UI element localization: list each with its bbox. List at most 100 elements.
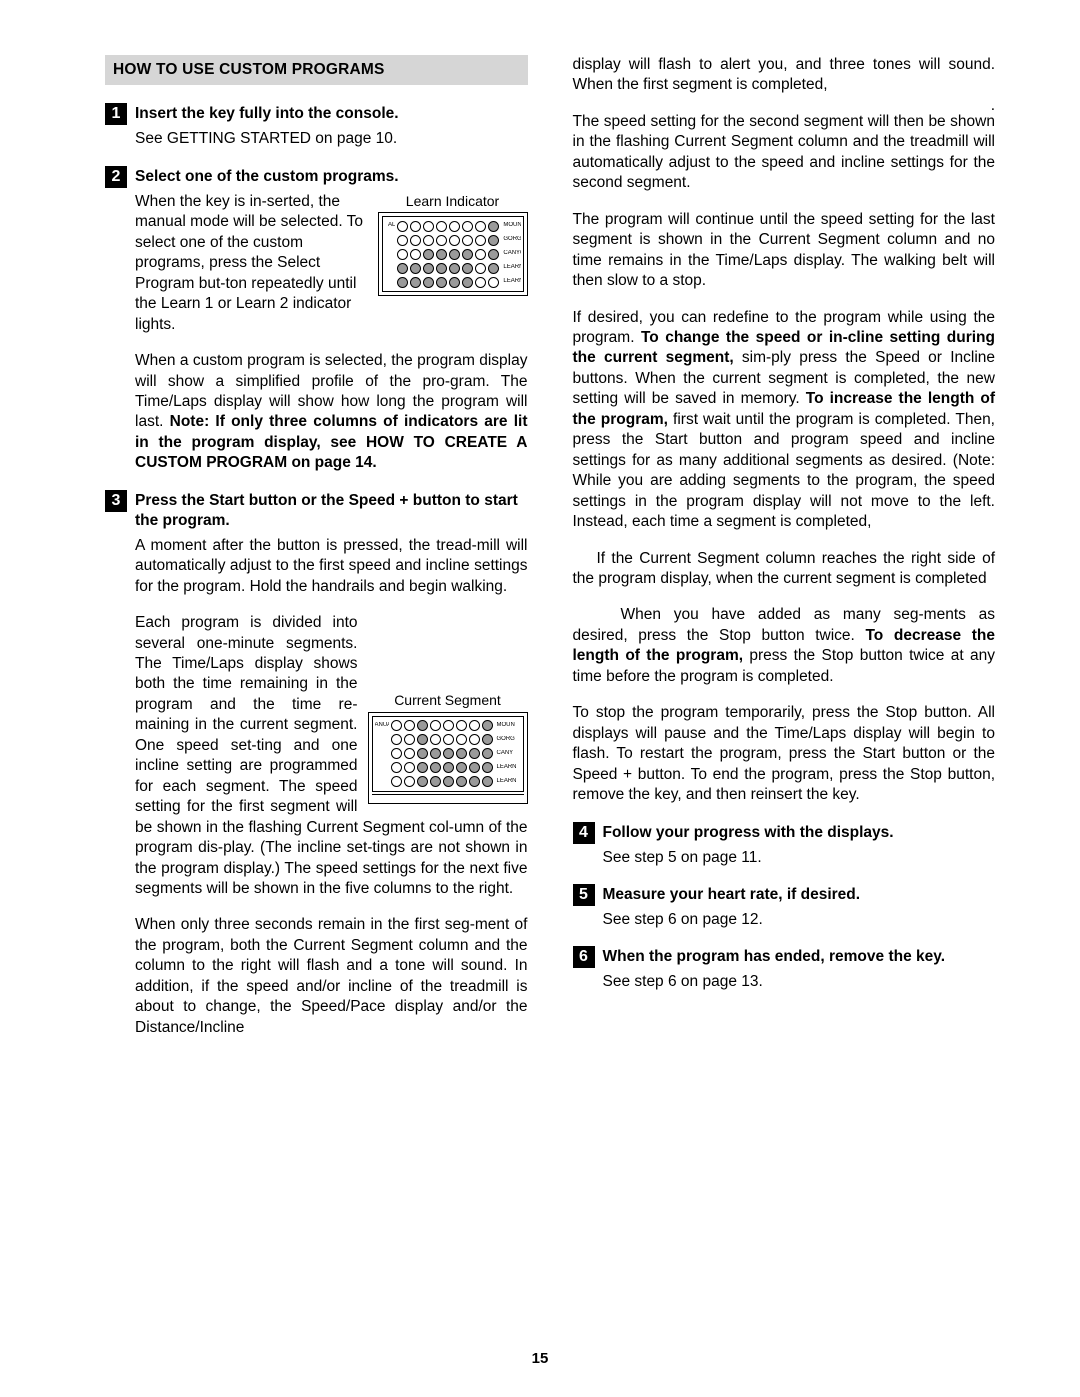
two-column-layout: HOW TO USE CUSTOM PROGRAMS 1 Insert the … <box>105 55 995 1310</box>
led-grid-1: ALMOUNTAIGORGE TR CANYON R LEARN 1 LEARN 2 <box>382 216 524 292</box>
led-row-label-right: CANYON R <box>501 250 520 258</box>
led-dot <box>410 221 421 232</box>
step-4-header: 4 Follow your progress with the displays… <box>573 822 996 844</box>
led-row: CANY <box>375 747 521 761</box>
step-6-title: When the program has ended, remove the k… <box>603 946 946 967</box>
led-dot <box>430 762 441 773</box>
step-number-box: 3 <box>105 490 127 512</box>
step-2-para-a: When the key is in-serted, the manual mo… <box>135 193 363 333</box>
led-dot <box>397 263 408 274</box>
led-row-label-left: ANUAL <box>375 722 389 730</box>
step-4-body: See step 5 on page 11. <box>603 848 996 868</box>
led-dot <box>410 263 421 274</box>
led-dot <box>456 776 467 787</box>
led-dot <box>391 748 402 759</box>
step-1-title: Insert the key fully into the console. <box>135 103 399 124</box>
led-dot <box>423 235 434 246</box>
led-dot <box>436 249 447 260</box>
step-6-body: See step 6 on page 13. <box>603 972 996 992</box>
led-grid-2: ANUAL MOUN GORG CANY LEARN LEARN <box>372 716 524 792</box>
led-dot <box>443 776 454 787</box>
right-column: display will flash to alert you, and thr… <box>573 55 996 1310</box>
led-dot <box>423 221 434 232</box>
step-2-body-with-figure: Learn Indicator ALMOUNTAIGORGE TRCANYON … <box>135 192 528 335</box>
led-dot <box>462 263 473 274</box>
led-dot <box>449 235 460 246</box>
led-row-label-right: LEARN <box>495 764 519 772</box>
step-1-header: 1 Insert the key fully into the console. <box>105 103 528 125</box>
led-dot <box>488 235 499 246</box>
led-dot <box>469 748 480 759</box>
led-dot <box>391 776 402 787</box>
led-dot <box>469 720 480 731</box>
right-para-6: When you have added as many seg-ments as… <box>573 605 996 687</box>
led-dot <box>482 762 493 773</box>
step-2-title: Select one of the custom programs. <box>135 166 399 187</box>
led-row-label-right: MOUNTAI <box>501 222 520 230</box>
led-dot <box>443 762 454 773</box>
step-3-title: Press the Start button or the Speed + bu… <box>135 490 528 532</box>
led-row-label-right: CANY <box>495 750 519 758</box>
led-dot <box>456 734 467 745</box>
led-dot <box>488 249 499 260</box>
step-6-header: 6 When the program has ended, remove the… <box>573 946 996 968</box>
led-dot <box>430 748 441 759</box>
led-dot <box>488 263 499 274</box>
led-dot <box>482 748 493 759</box>
led-dot <box>469 776 480 787</box>
led-row-label-right: LEARN 1 <box>501 264 520 272</box>
step-number-box: 6 <box>573 946 595 968</box>
led-dot <box>462 249 473 260</box>
page-number: 15 <box>0 1349 1080 1369</box>
led-row-label-right: MOUN <box>495 722 519 730</box>
led-dot <box>456 748 467 759</box>
led-dot <box>391 762 402 773</box>
right-para-5: If the Current Segment column reaches th… <box>573 549 996 590</box>
right-para-1: display will flash to alert you, and thr… <box>573 55 996 96</box>
step-5-header: 5 Measure your heart rate, if desired. <box>573 884 996 906</box>
led-row: ALMOUNTAI <box>385 219 521 233</box>
led-row-label-right: LEARN <box>495 778 519 786</box>
led-dot <box>462 277 473 288</box>
led-dot <box>397 249 408 260</box>
led-dot <box>449 277 460 288</box>
led-dot <box>482 776 493 787</box>
led-dot <box>430 776 441 787</box>
figure-current-segment: Current Segment ANUALMOUNGORGCANYLEARNLE… <box>368 691 528 803</box>
led-row: CANYON R <box>385 247 521 261</box>
step-5-body: See step 6 on page 12. <box>603 910 996 930</box>
led-row: GORG <box>375 733 521 747</box>
led-dot <box>436 235 447 246</box>
led-dot <box>449 249 460 260</box>
led-dot <box>391 734 402 745</box>
led-row: LEARN 2 <box>385 275 521 289</box>
led-row-label-right: LEARN 2 <box>501 278 520 286</box>
figure-2-box: ANUAL MOUN GORG CANY LEARN LEARN <box>368 712 528 804</box>
led-dot <box>462 221 473 232</box>
led-dot <box>430 720 441 731</box>
led-dot <box>449 263 460 274</box>
led-row: GORGE TR <box>385 233 521 247</box>
step-number-box: 2 <box>105 166 127 188</box>
led-dot <box>423 277 434 288</box>
led-row: ANUAL MOUN <box>375 719 521 733</box>
led-dot <box>404 734 415 745</box>
led-dot <box>436 277 447 288</box>
led-dot <box>404 762 415 773</box>
right-para-4: If desired, you can redefine to the prog… <box>573 308 996 533</box>
led-row: LEARN 1 <box>385 261 521 275</box>
led-dot <box>397 221 408 232</box>
led-dot <box>443 720 454 731</box>
led-dot <box>417 776 428 787</box>
right-para-7: To stop the program temporarily, press t… <box>573 703 996 805</box>
led-dot <box>397 277 408 288</box>
led-dot <box>488 221 499 232</box>
step-number-box: 1 <box>105 103 127 125</box>
led-dot <box>482 734 493 745</box>
led-dot <box>391 720 402 731</box>
led-dot <box>456 762 467 773</box>
step-1-body: See GETTING STARTED on page 10. <box>135 129 528 149</box>
led-dot <box>417 720 428 731</box>
step-2-header: 2 Select one of the custom programs. <box>105 166 528 188</box>
led-dot <box>417 748 428 759</box>
